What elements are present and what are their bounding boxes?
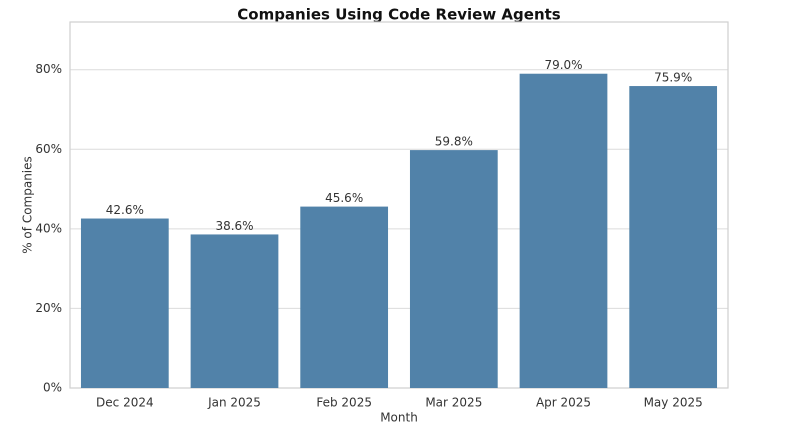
x-tick-label: Apr 2025 (536, 396, 591, 410)
data-label: 59.8% (435, 135, 473, 149)
y-tick-label: 0% (43, 381, 62, 395)
y-tick-label: 20% (35, 301, 62, 315)
y-axis-label: % of Companies (21, 156, 35, 254)
data-label: 42.6% (106, 203, 144, 217)
data-label: 38.6% (215, 219, 253, 233)
y-tick-label: 40% (35, 221, 62, 235)
bar (300, 206, 389, 388)
x-tick-label: Feb 2025 (316, 396, 372, 410)
y-tick-label: 60% (35, 142, 62, 156)
data-label: 75.9% (654, 71, 692, 85)
y-tick-label: 80% (35, 62, 62, 76)
x-tick-label: Mar 2025 (425, 396, 482, 410)
data-label: 79.0% (544, 58, 582, 72)
bar (190, 234, 279, 388)
x-tick-label: Jan 2025 (207, 396, 261, 410)
plot-frame (69, 21, 729, 389)
bar (409, 150, 498, 388)
x-tick-label: Dec 2024 (96, 396, 154, 410)
bar (519, 73, 608, 388)
chart-title: Companies Using Code Review Agents (237, 6, 561, 24)
data-label: 45.6% (325, 191, 363, 205)
x-axis-label: Month (380, 411, 418, 425)
bar (80, 218, 169, 388)
x-tick-label: May 2025 (644, 396, 703, 410)
bar (629, 86, 718, 389)
